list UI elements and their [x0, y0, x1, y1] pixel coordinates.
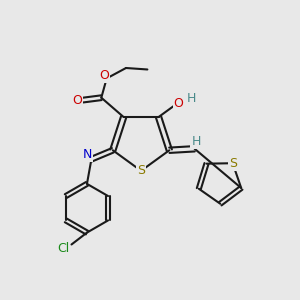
- Text: Cl: Cl: [57, 242, 69, 255]
- Text: O: O: [173, 97, 183, 110]
- Text: H: H: [191, 135, 201, 148]
- Text: O: O: [99, 69, 109, 82]
- Text: O: O: [73, 94, 82, 106]
- Text: S: S: [137, 164, 145, 177]
- Text: N: N: [82, 148, 92, 161]
- Text: H: H: [187, 92, 196, 105]
- Text: S: S: [229, 157, 237, 170]
